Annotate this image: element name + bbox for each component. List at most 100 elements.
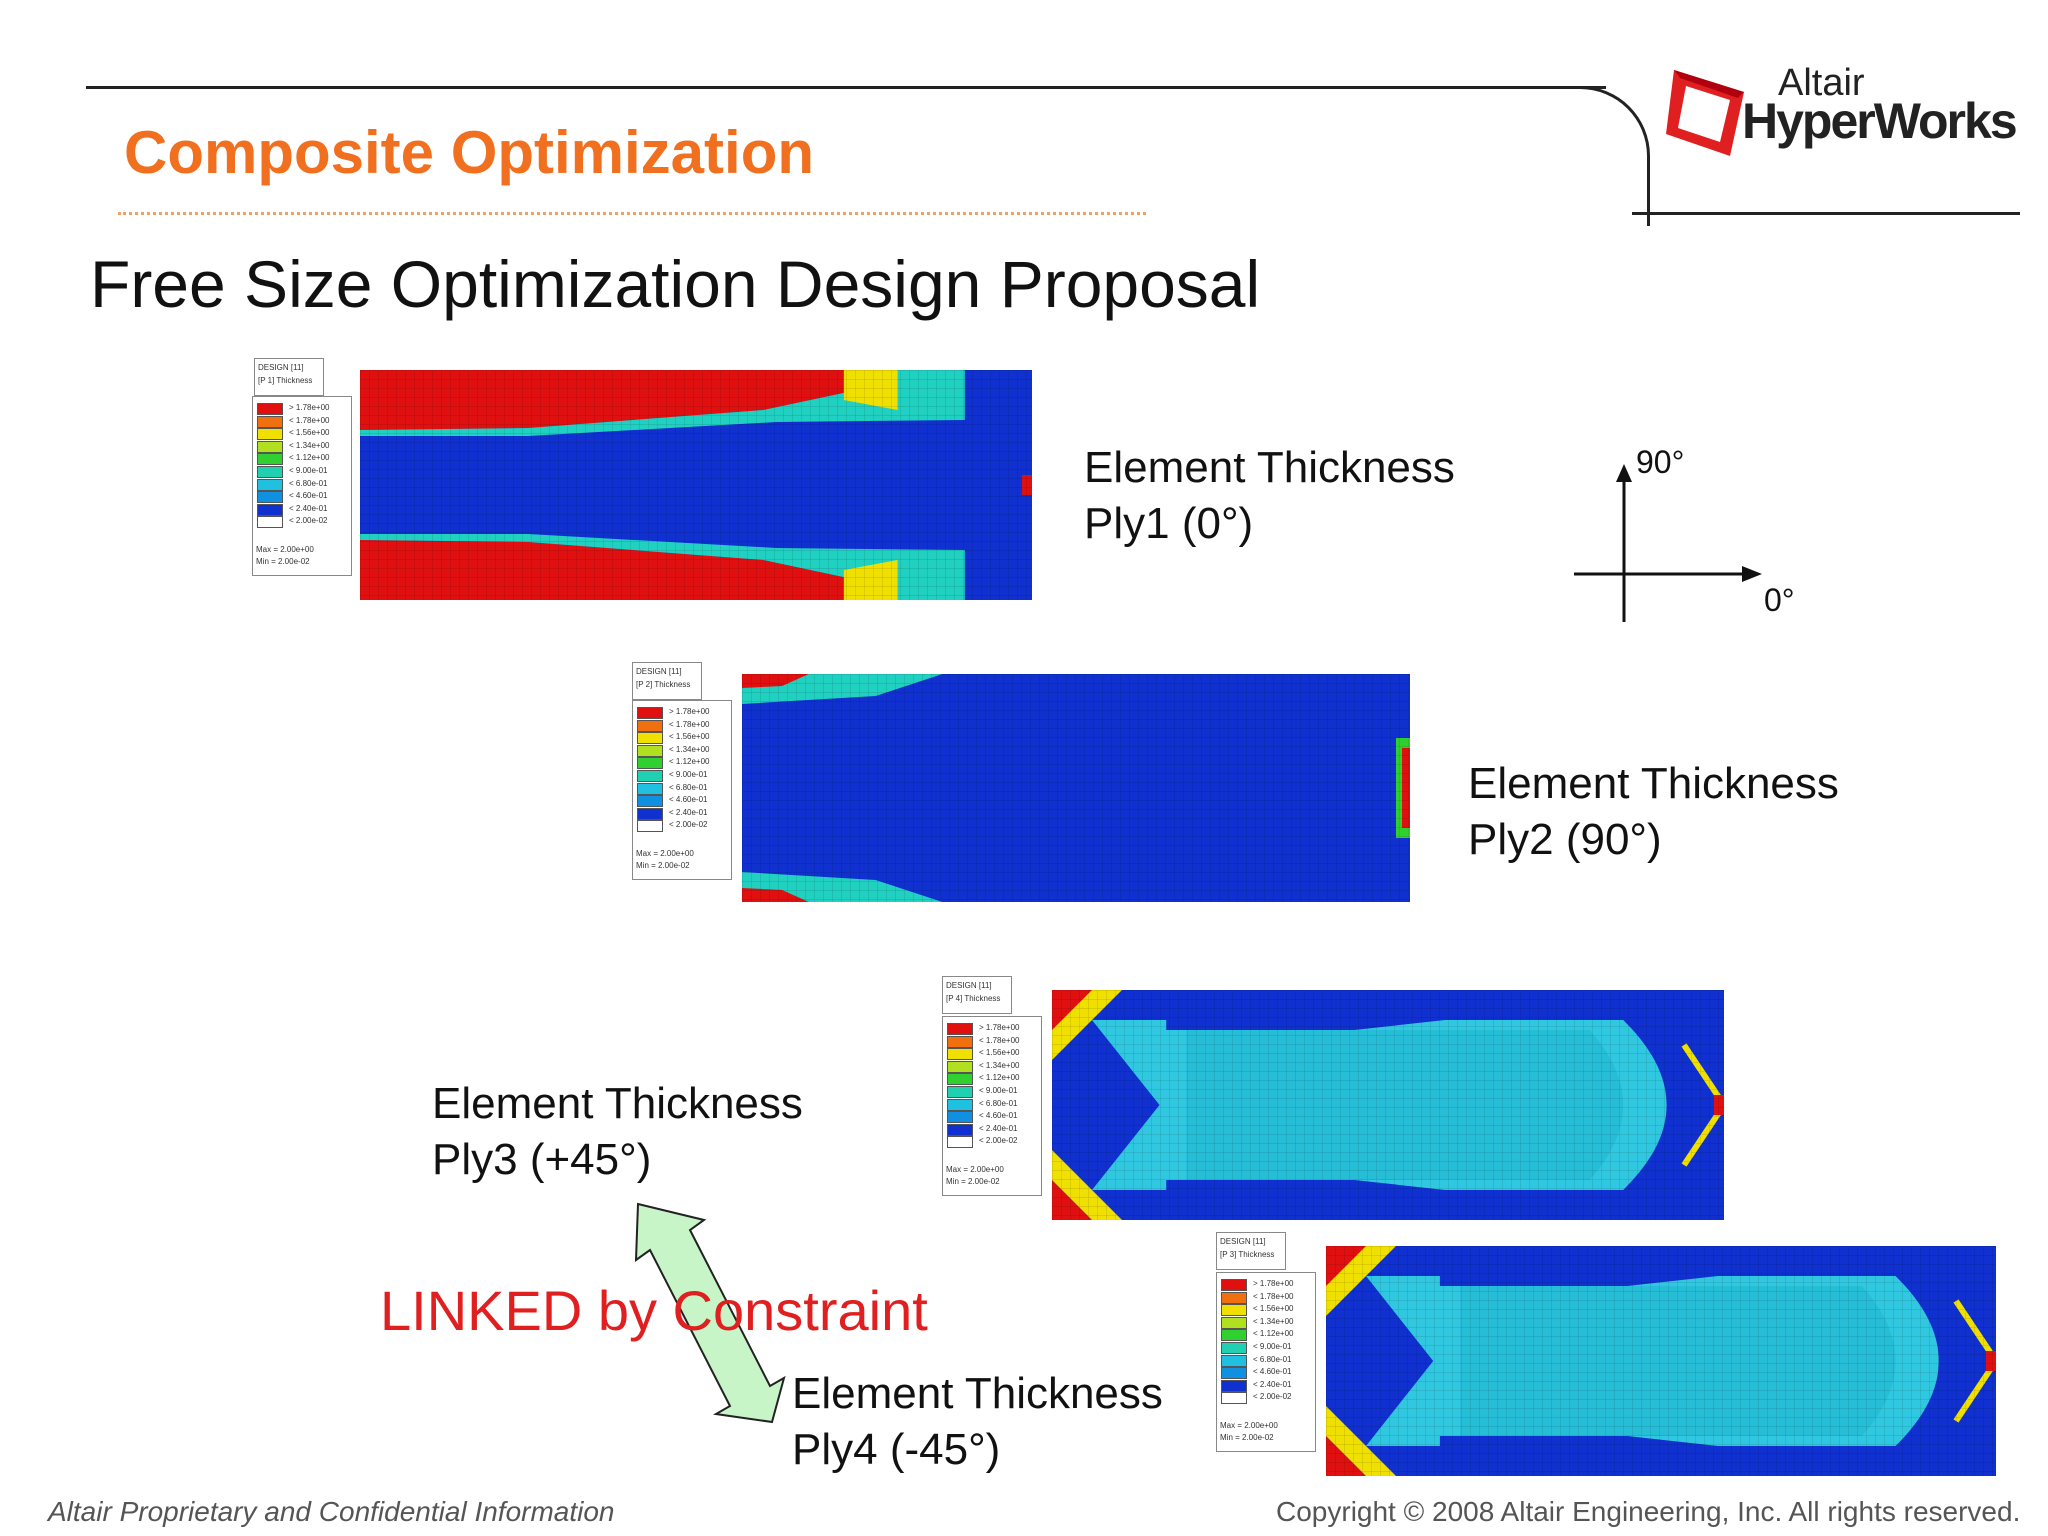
design-label: DESIGN [11] — [258, 363, 304, 372]
element-mesh-grid — [1052, 990, 1724, 1220]
design-label: DESIGN [11] — [1220, 1237, 1266, 1246]
legend-bin-label: < 6.80e-01 — [1253, 1354, 1292, 1364]
element-mesh-grid — [360, 370, 1032, 600]
legend-max: Max = 2.00e+00 — [1220, 1421, 1278, 1430]
legend-swatch — [257, 440, 283, 453]
legend-bin-label: < 1.34e+00 — [979, 1060, 1020, 1070]
footer-copyright: Copyright © 2008 Altair Engineering, Inc… — [1276, 1496, 2021, 1527]
orientation-compass — [1574, 464, 1762, 622]
legend-swatch — [947, 1035, 973, 1048]
legend-bin-label: < 2.00e-02 — [669, 820, 708, 830]
legend-bin-label: < 4.60e-01 — [1253, 1367, 1292, 1377]
legend-swatch — [947, 1098, 973, 1111]
page-subtitle: Free Size Optimization Design Proposal — [90, 247, 1261, 321]
thickness-contour-plot — [1326, 1246, 1996, 1476]
legend-swatch — [947, 1111, 973, 1124]
legend-min: Min = 2.00e-02 — [1220, 1433, 1274, 1442]
legend-bin-label: < 2.40e-01 — [979, 1123, 1018, 1133]
legend-swatch — [1221, 1392, 1247, 1405]
legend-bin-label: < 1.56e+00 — [669, 732, 710, 742]
legend-bin-label: < 1.56e+00 — [1253, 1304, 1294, 1314]
legend-min: Min = 2.00e-02 — [256, 557, 310, 566]
legend-swatch — [947, 1123, 973, 1136]
legend-bin-label: < 1.56e+00 — [289, 428, 330, 438]
ply-caption: Element Thickness Ply3 (+45°) — [432, 1076, 803, 1188]
legend-bin-label: < 2.40e-01 — [289, 503, 328, 513]
legend-bin-label: < 1.78e+00 — [1253, 1291, 1294, 1301]
legend-bin-label: < 6.80e-01 — [979, 1098, 1018, 1108]
legend-swatch — [637, 770, 663, 782]
element-mesh-grid — [742, 674, 1410, 902]
legend-bin-label: > 1.78e+00 — [1253, 1279, 1294, 1288]
caption-title: Element Thickness — [1468, 759, 1839, 808]
thickness-label: [P 2] Thickness — [636, 680, 691, 689]
logo-rule — [1632, 212, 2020, 215]
legend-header: DESIGN [11] [P 3] Thickness — [1216, 1232, 1286, 1270]
legend-swatch — [257, 466, 283, 478]
legend-bin-label: < 1.12e+00 — [979, 1073, 1020, 1083]
legend-swatch — [1221, 1291, 1247, 1304]
title-rule — [118, 212, 1146, 215]
compass-label-0: 0° — [1764, 582, 1795, 618]
legend-bin-label: < 1.56e+00 — [979, 1048, 1020, 1058]
legend-swatch — [1221, 1367, 1247, 1380]
legend-header: DESIGN [11] [P 2] Thickness — [632, 662, 702, 700]
legend-bin-label: < 1.78e+00 — [289, 415, 330, 425]
thickness-contour-plot — [1052, 990, 1724, 1220]
legend-min: Min = 2.00e-02 — [946, 1177, 1000, 1186]
legend-swatch — [637, 795, 663, 808]
caption-ply: Ply2 (90°) — [1468, 815, 1662, 864]
legend-bin-label: < 2.40e-01 — [1253, 1379, 1292, 1389]
legend-swatch — [257, 428, 283, 441]
legend-swatch — [637, 807, 663, 820]
caption-title: Element Thickness — [1084, 443, 1455, 492]
legend-bin-label: < 2.00e-02 — [289, 516, 328, 526]
legend-swatch — [257, 478, 283, 491]
legend-bin-label: < 2.00e-02 — [979, 1136, 1018, 1146]
thickness-contour-plot — [360, 370, 1032, 600]
footer-confidential: Altair Proprietary and Confidential Info… — [48, 1496, 615, 1527]
thickness-label: [P 1] Thickness — [258, 376, 313, 385]
legend-swatch — [1221, 1329, 1247, 1342]
legend-bin-label: < 1.12e+00 — [1253, 1329, 1294, 1339]
legend-swatch — [1221, 1379, 1247, 1392]
legend-swatch — [947, 1060, 973, 1073]
compass-label-90: 90° — [1636, 444, 1685, 480]
legend-swatch — [1221, 1316, 1247, 1329]
legend-bin-label: < 1.34e+00 — [669, 744, 710, 754]
legend-swatch — [257, 503, 283, 516]
legend-bin-label: < 2.40e-01 — [669, 807, 708, 817]
legend-max: Max = 2.00e+00 — [946, 1165, 1004, 1174]
caption-ply: Ply1 (0°) — [1084, 499, 1254, 548]
page-title: Composite Optimization — [124, 119, 814, 186]
legend-bin-label: < 9.00e-01 — [289, 466, 328, 475]
thickness-label: [P 4] Thickness — [946, 994, 1001, 1003]
contour-legend: > 1.78e+00 < 1.78e+00 < 1.56e+00 < 1.34e+00… — [632, 700, 732, 880]
legend-bin-label: < 4.60e-01 — [979, 1111, 1018, 1121]
caption-title: Element Thickness — [792, 1369, 1163, 1418]
legend-bin-label: < 1.78e+00 — [669, 719, 710, 729]
legend-header: DESIGN [11] [P 1] Thickness — [254, 358, 324, 396]
hyperworks-logo-icon — [1666, 70, 1744, 156]
contour-legend: > 1.78e+00 < 1.78e+00 < 1.56e+00 < 1.34e+00… — [942, 1016, 1042, 1196]
caption-ply: Ply4 (-45°) — [792, 1425, 1001, 1474]
legend-header: DESIGN [11] [P 4] Thickness — [942, 976, 1012, 1014]
legend-swatch — [947, 1048, 973, 1061]
linked-double-arrow-icon — [634, 1202, 786, 1424]
legend-bin-label: < 4.60e-01 — [669, 795, 708, 805]
legend-swatch — [947, 1086, 973, 1098]
legend-swatch — [257, 516, 283, 529]
ply-caption: Element Thickness Ply2 (90°) — [1468, 756, 1839, 868]
legend-bin-label: < 9.00e-01 — [1253, 1342, 1292, 1351]
legend-max: Max = 2.00e+00 — [256, 545, 314, 554]
legend-bin-label: < 1.12e+00 — [669, 757, 710, 767]
legend-bin-label: < 1.12e+00 — [289, 453, 330, 463]
legend-bin-label: < 9.00e-01 — [979, 1086, 1018, 1095]
legend-swatch — [1221, 1304, 1247, 1317]
logo-text-altair: Altair — [1778, 62, 1865, 104]
legend-swatch — [637, 719, 663, 732]
logo-text-hyperworks: HyperWorks — [1742, 93, 2018, 149]
legend-swatch — [1221, 1279, 1247, 1291]
legend-bin-label: < 1.34e+00 — [1253, 1316, 1294, 1326]
legend-swatch — [637, 820, 663, 833]
